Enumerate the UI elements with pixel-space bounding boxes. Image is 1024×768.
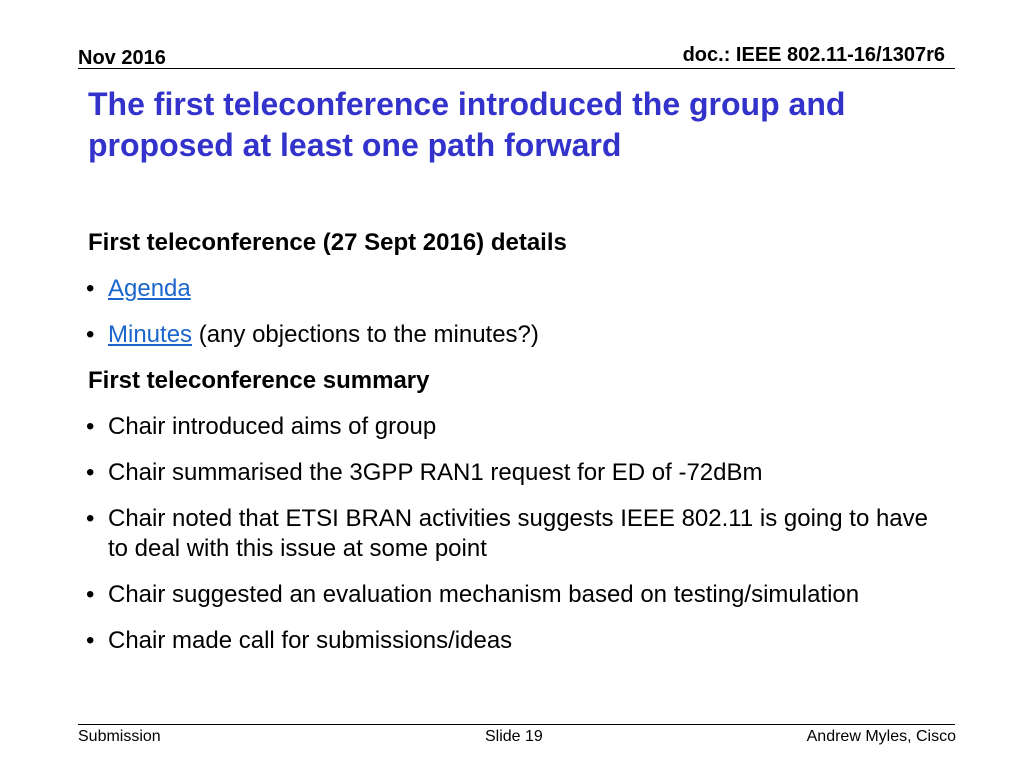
- bullet-agenda: • Agenda: [86, 274, 948, 304]
- bullet-icon: •: [86, 413, 95, 440]
- header-date: Nov 2016: [78, 47, 166, 69]
- bullet-icon: •: [86, 459, 95, 486]
- summary-item-text: Chair made call for submissions/ideas: [108, 627, 513, 654]
- bullet-icon: •: [86, 627, 95, 654]
- details-heading: First teleconference (27 Sept 2016) deta…: [88, 229, 567, 256]
- header-doc-id: doc.: IEEE 802.11-16/1307r6: [682, 44, 945, 66]
- footer-author: Andrew Myles, Cisco: [806, 728, 956, 745]
- summary-item: • Chair suggested an evaluation mechanis…: [86, 580, 948, 610]
- bullet-minutes: • Minutes (any objections to the minutes…: [86, 320, 948, 350]
- summary-item: • Chair summarised the 3GPP RAN1 request…: [86, 458, 948, 488]
- footer-slide-number: Slide 19: [485, 728, 543, 745]
- bullet-icon: •: [86, 321, 95, 348]
- footer-divider: [78, 724, 955, 725]
- summary-item-text: Chair noted that ETSI BRAN activities su…: [108, 505, 928, 562]
- slide-title: The first teleconference introduced the …: [88, 86, 846, 163]
- header-divider: [78, 68, 955, 69]
- bullet-icon: •: [86, 505, 95, 532]
- summary-item-text: Chair summarised the 3GPP RAN1 request f…: [108, 459, 763, 486]
- agenda-link[interactable]: Agenda: [108, 275, 191, 302]
- bullet-icon: •: [86, 275, 95, 302]
- summary-item: • Chair made call for submissions/ideas: [86, 626, 948, 656]
- footer-submission: Submission: [78, 728, 161, 745]
- summary-item-text: Chair introduced aims of group: [108, 413, 437, 440]
- minutes-link[interactable]: Minutes: [108, 321, 193, 348]
- minutes-note: (any objections to the minutes?): [192, 321, 539, 348]
- bullet-icon: •: [86, 581, 95, 608]
- slide-body: First teleconference (27 Sept 2016) deta…: [86, 228, 948, 672]
- summary-heading: First teleconference summary: [88, 367, 430, 394]
- summary-item-text: Chair suggested an evaluation mechanism …: [108, 581, 860, 608]
- summary-item: • Chair noted that ETSI BRAN activities …: [86, 504, 948, 564]
- summary-item: • Chair introduced aims of group: [86, 412, 948, 442]
